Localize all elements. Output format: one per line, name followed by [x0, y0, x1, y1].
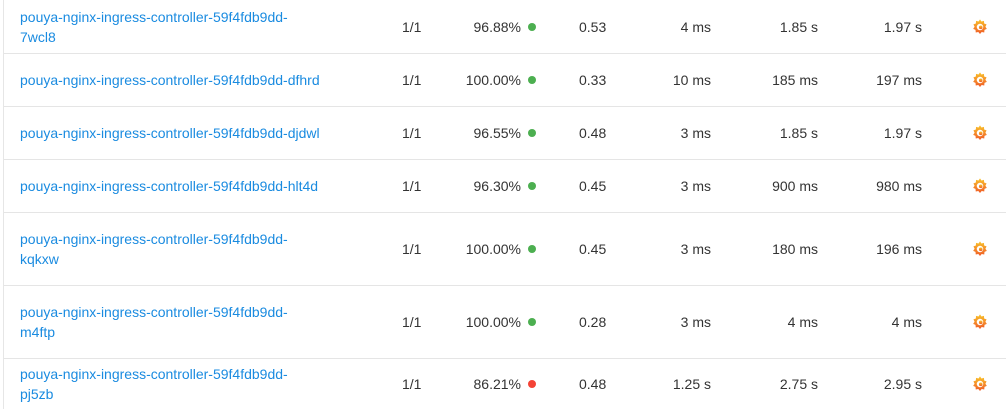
- pod-name-link[interactable]: pouya-nginx-ingress-controller-59f4fdb9d…: [20, 8, 288, 45]
- table-row: pouya-nginx-ingress-controller-59f4fdb9d…: [4, 0, 1006, 54]
- p90-latency: 185 ms: [772, 72, 818, 88]
- p99-latency: 197 ms: [876, 72, 922, 88]
- p90-latency: 900 ms: [772, 178, 818, 194]
- grafana-icon[interactable]: [971, 71, 989, 89]
- p50-latency: 3 ms: [680, 314, 711, 330]
- grafana-icon[interactable]: [971, 124, 989, 142]
- meshed-count: 1/1: [402, 125, 422, 141]
- request-rate: 0.48: [579, 125, 607, 141]
- pod-name-link[interactable]: pouya-nginx-ingress-controller-59f4fdb9d…: [20, 125, 320, 141]
- table-row: pouya-nginx-ingress-controller-59f4fdb9d…: [4, 54, 1006, 107]
- p99-latency: 980 ms: [876, 178, 922, 194]
- p99-latency: 4 ms: [891, 314, 922, 330]
- success-rate: 96.88%: [473, 18, 521, 35]
- p50-latency: 3 ms: [680, 241, 711, 257]
- p90-latency: 180 ms: [772, 241, 818, 257]
- success-status-dot: [528, 182, 536, 190]
- success-status-dot: [528, 22, 536, 31]
- p90-latency: 1.85 s: [779, 18, 818, 35]
- pod-name-link[interactable]: pouya-nginx-ingress-controller-59f4fdb9d…: [20, 178, 319, 194]
- grafana-icon[interactable]: [971, 240, 989, 258]
- pod-name-link[interactable]: pouya-nginx-ingress-controller-59f4fdb9d…: [20, 231, 288, 267]
- p99-latency: 2.95 s: [883, 376, 922, 392]
- success-rate: 86.21%: [473, 376, 521, 392]
- request-rate: 0.45: [579, 241, 607, 257]
- success-rate: 100.00%: [465, 72, 521, 88]
- meshed-count: 1/1: [402, 376, 422, 392]
- meshed-count: 1/1: [402, 178, 422, 194]
- success-rate: 100.00%: [465, 314, 521, 330]
- p90-latency: 2.75 s: [779, 376, 818, 392]
- request-rate: 0.28: [579, 314, 607, 330]
- success-rate: 100.00%: [465, 241, 521, 257]
- p99-latency: 1.97 s: [883, 125, 922, 141]
- pod-name-link[interactable]: pouya-nginx-ingress-controller-59f4fdb9d…: [20, 366, 288, 402]
- meshed-count: 1/1: [402, 314, 422, 330]
- grafana-icon[interactable]: [971, 375, 989, 393]
- grafana-icon[interactable]: [971, 18, 989, 36]
- grafana-icon[interactable]: [971, 177, 989, 195]
- table-row: pouya-nginx-ingress-controller-59f4fdb9d…: [4, 359, 1006, 409]
- p90-latency: 1.85 s: [779, 125, 818, 141]
- request-rate: 0.48: [579, 376, 607, 392]
- p50-latency: 4 ms: [680, 18, 711, 35]
- success-rate: 96.55%: [473, 125, 521, 141]
- pod-name-link[interactable]: pouya-nginx-ingress-controller-59f4fdb9d…: [20, 304, 288, 340]
- success-status-dot: [528, 318, 536, 326]
- table-row: pouya-nginx-ingress-controller-59f4fdb9d…: [4, 107, 1006, 160]
- p99-latency: 1.97 s: [883, 18, 922, 35]
- meshed-count: 1/1: [402, 72, 422, 88]
- success-status-dot: [528, 129, 536, 137]
- table-row: pouya-nginx-ingress-controller-59f4fdb9d…: [4, 160, 1006, 213]
- meshed-count: 1/1: [402, 241, 422, 257]
- success-status-dot: [528, 245, 536, 253]
- pods-table: pouya-nginx-ingress-controller-59f4fdb9d…: [3, 0, 1006, 409]
- table-row: pouya-nginx-ingress-controller-59f4fdb9d…: [4, 213, 1006, 286]
- success-status-dot: [528, 76, 536, 84]
- p50-latency: 3 ms: [680, 178, 711, 194]
- p99-latency: 196 ms: [876, 241, 922, 257]
- p50-latency: 1.25 s: [672, 376, 711, 392]
- request-rate: 0.33: [579, 72, 607, 88]
- pod-name-link[interactable]: pouya-nginx-ingress-controller-59f4fdb9d…: [20, 72, 320, 88]
- success-rate: 96.30%: [473, 178, 521, 194]
- request-rate: 0.45: [579, 178, 607, 194]
- meshed-count: 1/1: [402, 18, 422, 35]
- table-row: pouya-nginx-ingress-controller-59f4fdb9d…: [4, 286, 1006, 359]
- grafana-icon[interactable]: [971, 313, 989, 331]
- p90-latency: 4 ms: [787, 314, 818, 330]
- request-rate: 0.53: [579, 18, 607, 35]
- p50-latency: 3 ms: [680, 125, 711, 141]
- p50-latency: 10 ms: [672, 72, 711, 88]
- success-status-dot: [528, 380, 536, 388]
